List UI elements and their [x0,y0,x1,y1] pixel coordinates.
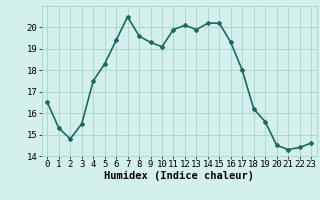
X-axis label: Humidex (Indice chaleur): Humidex (Indice chaleur) [104,171,254,181]
